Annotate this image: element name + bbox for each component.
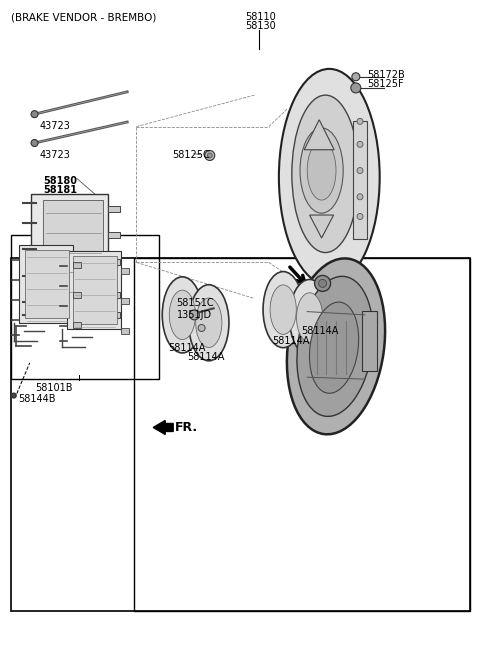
Ellipse shape [189,285,229,361]
Circle shape [357,213,363,220]
Circle shape [190,310,199,320]
Bar [25,250,69,318]
Bar [121,298,129,304]
Polygon shape [304,120,334,150]
Bar [108,259,120,266]
Bar [67,251,121,329]
Text: 58125F: 58125F [367,79,403,89]
Circle shape [31,111,38,117]
Polygon shape [310,215,334,238]
Bar [121,268,129,274]
Bar [73,256,117,324]
Ellipse shape [297,276,373,417]
Ellipse shape [292,95,359,253]
Bar [108,292,120,298]
Bar [108,205,120,212]
Text: FR.: FR. [175,421,198,434]
Ellipse shape [270,285,296,335]
Circle shape [314,276,331,291]
FancyArrow shape [153,420,173,434]
Ellipse shape [162,277,203,353]
Bar [19,245,73,323]
Bar [73,262,81,268]
Ellipse shape [279,69,380,285]
Text: 58114A: 58114A [301,326,339,336]
Bar [353,121,367,239]
Text: 58172B: 58172B [367,70,405,79]
Circle shape [357,194,363,200]
Bar [73,321,81,328]
FancyBboxPatch shape [31,194,108,321]
Bar [11,235,159,379]
Ellipse shape [300,128,343,213]
Circle shape [205,150,215,161]
Text: 58114A: 58114A [168,343,205,353]
Text: 58114A: 58114A [187,352,225,362]
Circle shape [357,167,363,174]
Text: 43723: 43723 [39,150,70,159]
Circle shape [207,153,212,158]
Ellipse shape [310,302,359,394]
Bar [362,311,377,371]
Circle shape [319,279,326,287]
Text: 58151C: 58151C [177,298,214,308]
Text: (BRAKE VENDOR - BREMBO): (BRAKE VENDOR - BREMBO) [11,12,156,22]
Circle shape [12,393,16,398]
Text: 58130: 58130 [245,21,276,31]
Circle shape [351,83,361,93]
Ellipse shape [297,293,323,342]
Circle shape [352,73,360,81]
Text: 58114A: 58114A [273,336,310,346]
Circle shape [357,141,363,148]
Text: 1351JD: 1351JD [177,310,212,319]
Text: 58181: 58181 [43,185,77,195]
Text: 58101B: 58101B [35,383,72,393]
Ellipse shape [287,258,385,434]
Circle shape [357,118,363,125]
Bar [121,328,129,335]
Text: 58125C: 58125C [172,150,210,159]
Text: 58110: 58110 [245,12,276,22]
Bar [108,232,120,238]
Ellipse shape [307,141,336,200]
Circle shape [31,140,38,146]
Text: 58180: 58180 [43,176,77,186]
Bar [134,258,470,611]
Bar [73,292,81,298]
Bar [43,200,103,315]
Bar [108,312,120,318]
Text: 43723: 43723 [39,121,70,131]
Text: 58144B: 58144B [18,394,56,403]
Ellipse shape [289,279,330,356]
Bar [11,258,470,611]
Ellipse shape [169,290,195,340]
Ellipse shape [196,298,222,348]
Ellipse shape [263,272,303,348]
Circle shape [198,325,205,331]
